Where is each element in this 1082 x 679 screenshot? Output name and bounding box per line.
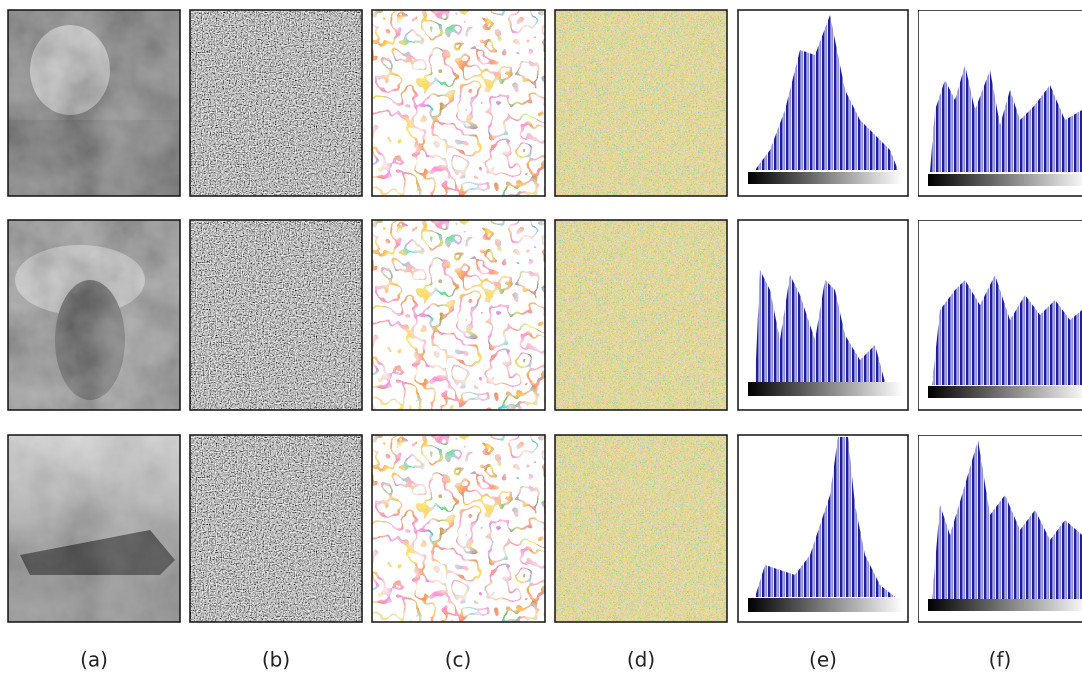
histogram <box>737 434 909 623</box>
encrypted <box>190 220 362 410</box>
colored-noise <box>555 10 727 196</box>
panel-label: (d) <box>627 648 655 672</box>
panel-label: (b) <box>262 648 290 672</box>
colored-noise <box>555 435 727 622</box>
histogram <box>918 435 1082 623</box>
row <box>7 434 1082 623</box>
histogram <box>737 9 909 197</box>
colored-noise <box>555 220 727 410</box>
row <box>7 9 1082 197</box>
panel-label: (a) <box>80 648 108 672</box>
edges <box>372 10 545 196</box>
encrypted <box>190 435 362 622</box>
panel-label: (c) <box>445 648 472 672</box>
edges <box>372 435 545 622</box>
histogram <box>918 220 1082 411</box>
histogram <box>737 219 909 411</box>
panel-label: (e) <box>809 648 837 672</box>
histogram <box>918 10 1082 197</box>
panel-label: (f) <box>989 648 1012 672</box>
row <box>7 219 1082 411</box>
encrypted <box>190 10 362 196</box>
